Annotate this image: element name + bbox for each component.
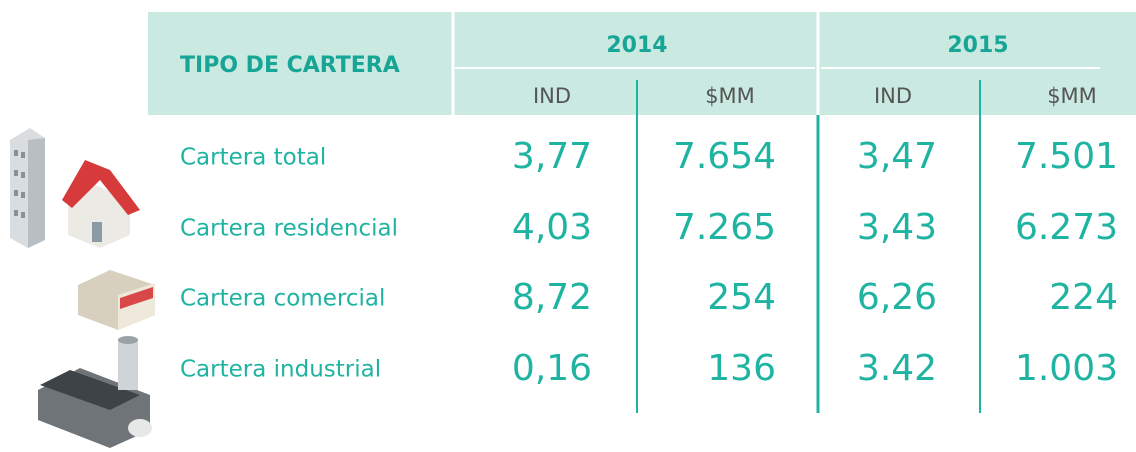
building-icon <box>10 128 45 248</box>
cell-value: 7.265 <box>673 207 776 248</box>
row-label: Cartera residencial <box>180 216 398 242</box>
row-label: Cartera industrial <box>180 357 381 383</box>
cell-value: 0,16 <box>512 348 592 389</box>
year-header: 2014 <box>606 33 667 58</box>
header-band <box>148 12 1136 115</box>
cell-value: 6,26 <box>857 277 937 318</box>
column-header: $MM <box>705 84 755 108</box>
cell-value: 224 <box>1049 277 1118 318</box>
cell-value: 136 <box>707 348 776 389</box>
column-header: $MM <box>1047 84 1097 108</box>
cell-value: 3,47 <box>857 136 937 177</box>
cell-value: 1.003 <box>1015 348 1118 389</box>
row-label: Cartera comercial <box>180 286 385 312</box>
factory-icon <box>38 336 152 448</box>
cell-value: 8,72 <box>512 277 592 318</box>
row-label: Cartera total <box>180 145 326 171</box>
header-title: TIPO DE CARTERA <box>180 53 400 78</box>
cell-value: 4,03 <box>512 207 592 248</box>
cell-value: 7.501 <box>1015 136 1118 177</box>
cell-value: 254 <box>707 277 776 318</box>
cell-value: 7.654 <box>673 136 776 177</box>
year-header: 2015 <box>947 33 1008 58</box>
column-header: IND <box>874 84 912 108</box>
cell-value: 3,77 <box>512 136 592 177</box>
house-icon <box>62 160 140 248</box>
cell-value: 6.273 <box>1015 207 1118 248</box>
column-header: IND <box>533 84 571 108</box>
cell-value: 3,43 <box>857 207 937 248</box>
cell-value: 3.42 <box>857 348 937 389</box>
shop-icon <box>78 270 155 330</box>
